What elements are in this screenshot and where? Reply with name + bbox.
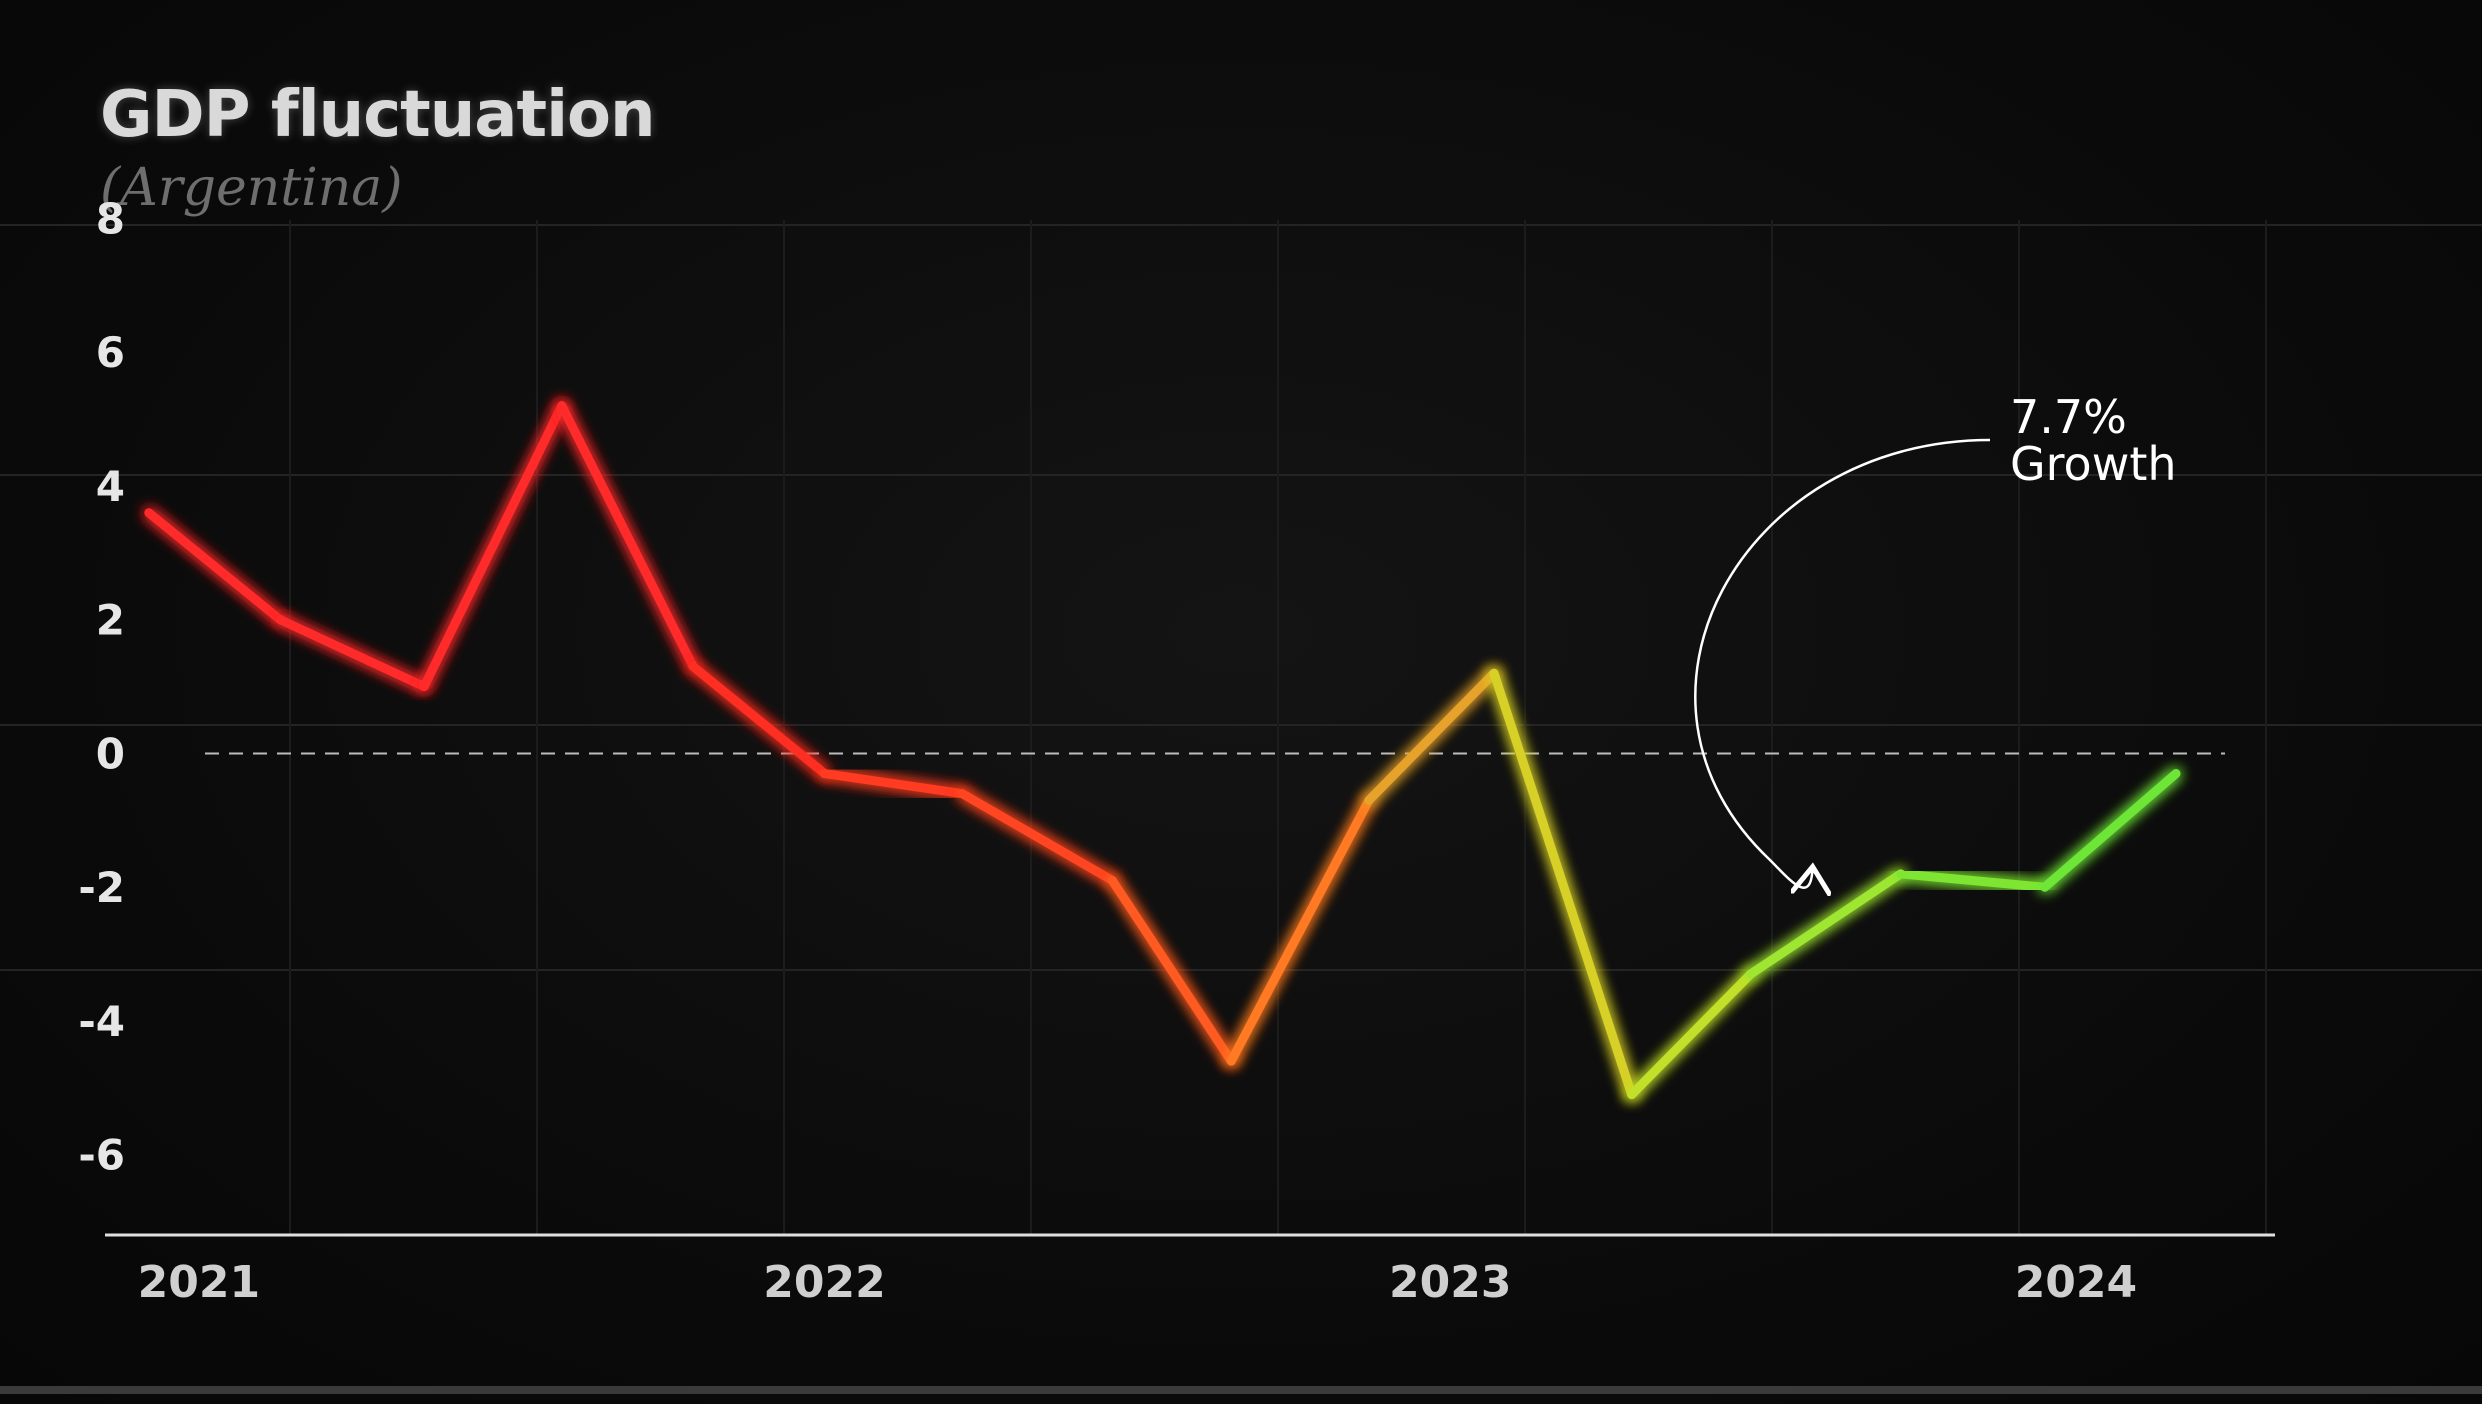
series-segment bbox=[275, 615, 429, 692]
y-tick-label: 0 bbox=[96, 729, 125, 778]
series-segment bbox=[1896, 869, 2050, 892]
y-axis-ticks: 8 6 4 2 0 -2 -4 -6 bbox=[78, 194, 125, 1179]
series-segment bbox=[1746, 869, 1906, 979]
y-tick-label: 6 bbox=[96, 328, 125, 377]
x-tick-label: 2024 bbox=[2015, 1257, 2137, 1308]
growth-annotation: 7.7% Growth bbox=[1694, 390, 2177, 888]
series-segment bbox=[688, 662, 830, 779]
y-tick-label: 4 bbox=[96, 462, 125, 511]
annotation-arrow bbox=[1694, 438, 1991, 888]
y-tick-label: -6 bbox=[78, 1131, 125, 1180]
series-segment bbox=[1107, 876, 1236, 1066]
grid-lines bbox=[0, 220, 2482, 1235]
series-segment bbox=[1489, 668, 1637, 1100]
x-tick-label: 2022 bbox=[763, 1257, 885, 1308]
y-tick-label: -4 bbox=[78, 997, 125, 1046]
series-segment bbox=[957, 789, 1117, 886]
gdp-series bbox=[144, 401, 2181, 1100]
x-axis-ticks: 2021 2022 2023 2024 bbox=[138, 1257, 2138, 1308]
x-tick-label: 2023 bbox=[1389, 1257, 1511, 1308]
x-tick-label: 2021 bbox=[138, 1257, 260, 1308]
series-segment bbox=[1364, 668, 1499, 805]
y-tick-label: -2 bbox=[78, 863, 125, 912]
annotation-value: 7.7% bbox=[2010, 390, 2127, 444]
series-segment bbox=[1627, 969, 1756, 1100]
annotation-label: Growth bbox=[2010, 437, 2177, 491]
series-segment bbox=[2040, 769, 2181, 892]
series-segment bbox=[820, 769, 967, 799]
y-tick-label: 2 bbox=[96, 596, 125, 645]
bottom-bar bbox=[0, 1386, 2482, 1394]
series-segment bbox=[1226, 795, 1374, 1066]
chart-title: GDP fluctuation bbox=[100, 78, 656, 152]
series-segment bbox=[144, 508, 285, 625]
series-segment bbox=[419, 401, 567, 692]
y-tick-label: 8 bbox=[96, 194, 125, 243]
chart-subtitle: (Argentina) bbox=[100, 158, 403, 218]
series-segment bbox=[557, 401, 698, 672]
